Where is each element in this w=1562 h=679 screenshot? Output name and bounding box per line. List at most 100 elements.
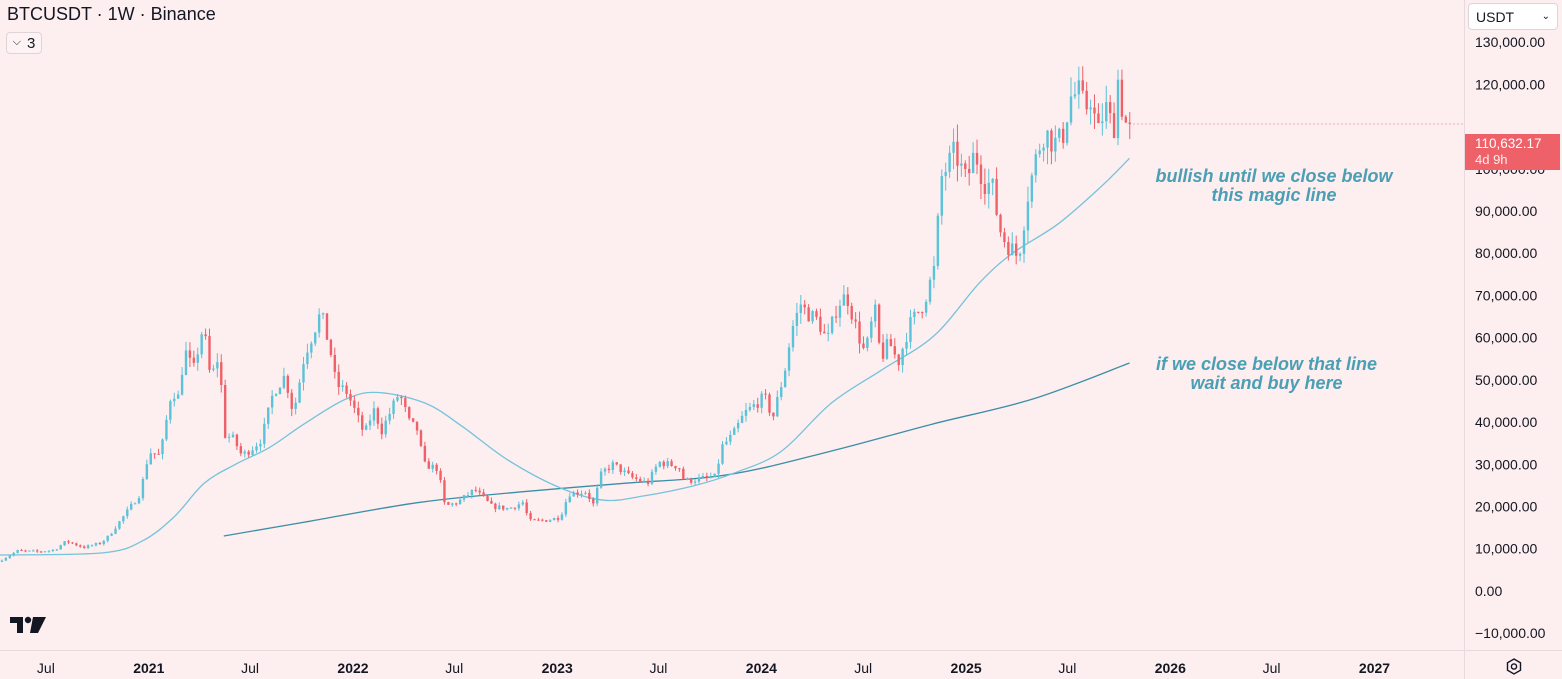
time-axis[interactable]: Jul 2021 Jul 2022 Jul 2023 Jul 2024 Jul 2025 Jul 20… — [37, 660, 1390, 676]
candle — [1077, 66, 1081, 109]
candle — [795, 302, 799, 337]
y-tick-label: −10,000.00 — [1475, 625, 1546, 641]
candle — [12, 551, 15, 557]
candle — [1007, 236, 1010, 261]
annotation-line: bullish until we close below — [1155, 166, 1393, 186]
candle — [184, 341, 188, 376]
candle — [877, 303, 881, 345]
candle — [729, 430, 732, 446]
x-tick-label: Jul — [649, 660, 667, 676]
candle — [259, 439, 262, 452]
tradingview-logo-icon[interactable] — [9, 615, 47, 635]
candle — [321, 312, 325, 320]
candle — [885, 333, 889, 360]
candle — [1038, 143, 1041, 158]
candle — [674, 465, 677, 471]
candle — [204, 328, 207, 340]
price-axis[interactable]: 130,000.00120,000.00100,000.0090,000.008… — [1475, 34, 1546, 641]
candle — [721, 441, 724, 465]
gear-icon[interactable] — [1504, 657, 1524, 677]
candle — [1093, 94, 1096, 130]
candle — [631, 470, 634, 480]
candle — [552, 517, 556, 521]
candle — [866, 336, 869, 352]
candle — [560, 512, 564, 521]
x-tick-label: Jul — [445, 660, 463, 676]
candle — [364, 423, 368, 431]
candle — [478, 487, 481, 496]
candle — [783, 368, 787, 388]
candle — [1085, 81, 1088, 115]
candle — [376, 406, 380, 430]
candle — [1050, 128, 1053, 165]
candle — [603, 467, 607, 476]
candle — [216, 353, 219, 378]
candle — [404, 395, 407, 413]
candle — [1054, 125, 1057, 162]
y-tick-label: 40,000.00 — [1475, 414, 1537, 430]
candle — [1112, 102, 1116, 139]
last-price-badge: 110,632.17 4d 9h — [1465, 134, 1560, 170]
candle — [173, 392, 176, 407]
x-tick-label: Jul — [1058, 660, 1076, 676]
candle — [521, 499, 524, 506]
candle — [838, 299, 842, 327]
candle — [858, 311, 861, 354]
candle — [1018, 252, 1022, 262]
candle — [16, 549, 19, 554]
candle — [960, 153, 963, 177]
candle — [740, 411, 744, 424]
candle — [126, 506, 129, 519]
y-tick-label: 50,000.00 — [1475, 372, 1537, 388]
candle — [290, 389, 293, 417]
candle — [736, 419, 740, 433]
candle — [427, 458, 430, 469]
candle — [400, 395, 403, 406]
candle — [310, 341, 313, 359]
x-tick-label: 2025 — [951, 660, 982, 676]
candle — [372, 401, 376, 426]
x-tick-label: 2023 — [542, 660, 573, 676]
candle — [967, 155, 971, 186]
candle — [811, 309, 814, 324]
annotation-bullish: bullish until we close below this magic … — [1149, 167, 1399, 205]
candle — [443, 477, 446, 505]
candle — [803, 299, 806, 315]
candle — [701, 472, 705, 478]
candle — [686, 477, 689, 481]
candle — [874, 299, 877, 328]
candle — [827, 323, 830, 342]
candle — [129, 501, 133, 511]
y-tick-label: 70,000.00 — [1475, 287, 1537, 303]
candle — [1046, 129, 1049, 165]
candle — [306, 343, 309, 369]
currency-select[interactable]: USDT ⌄ — [1468, 3, 1558, 30]
candle — [670, 459, 673, 467]
candle — [345, 382, 348, 398]
candle — [8, 554, 11, 559]
candle — [854, 312, 857, 329]
ma-fast-line — [0, 157, 1130, 556]
candle — [658, 461, 662, 468]
annotation-line: this magic line — [1211, 185, 1337, 205]
candle — [282, 367, 286, 390]
indicators-toggle-button[interactable]: ⌵ 3 — [6, 32, 42, 54]
candle — [208, 328, 211, 373]
candle — [537, 517, 540, 521]
candle — [220, 354, 223, 393]
ma-slow-line — [223, 362, 1130, 537]
candle — [94, 542, 98, 547]
candle — [86, 544, 90, 550]
candle — [1105, 85, 1108, 129]
candle — [1026, 186, 1030, 244]
candle — [47, 550, 51, 553]
candle — [235, 433, 239, 451]
candle — [1011, 232, 1014, 256]
ma-fast-series — [0, 157, 1130, 556]
candle — [188, 342, 192, 368]
candle — [392, 398, 395, 419]
candle — [529, 510, 532, 521]
candle — [1081, 66, 1084, 94]
